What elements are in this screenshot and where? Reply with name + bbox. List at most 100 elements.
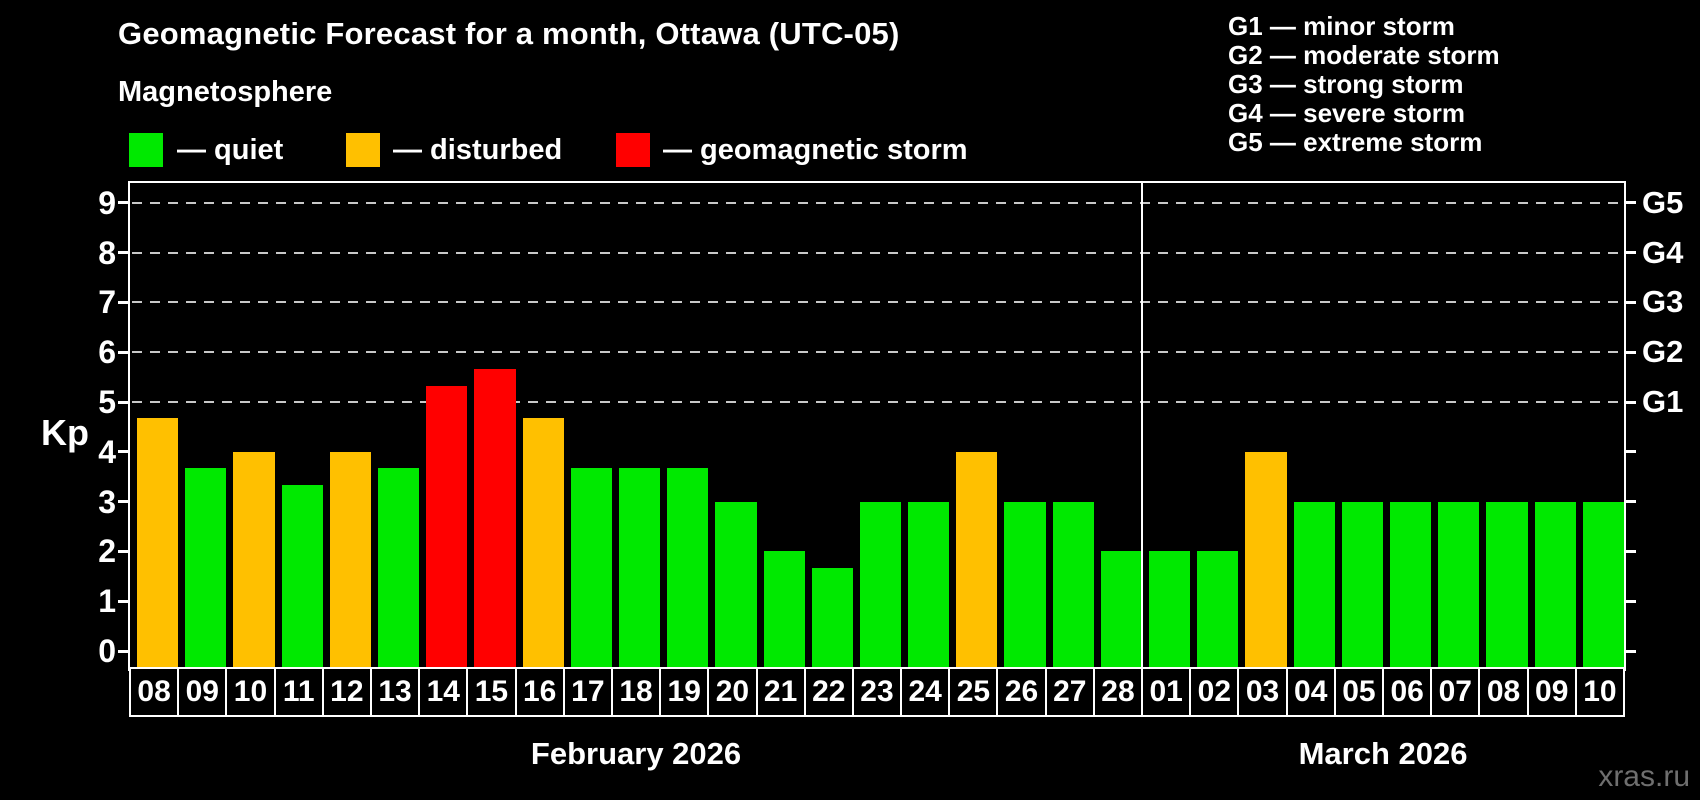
- day-label-march-08: 08: [1478, 667, 1529, 717]
- gridline-kp-5: [132, 401, 1622, 403]
- g-legend-line: G4 — severe storm: [1228, 98, 1466, 128]
- left-tick-8: [118, 251, 130, 255]
- day-label-march-07: 07: [1430, 667, 1481, 717]
- bar-february-10: [233, 451, 275, 667]
- day-label-february-15: 15: [466, 667, 517, 717]
- day-label-march-09: 09: [1526, 667, 1577, 717]
- bar-february-25: [956, 451, 998, 667]
- right-tick-5: [1624, 400, 1636, 404]
- y-tick-label-0: 0: [98, 633, 116, 669]
- bar-february-13: [377, 468, 420, 667]
- month-boundary-line: [1141, 183, 1144, 667]
- left-tick-9: [118, 201, 130, 205]
- bar-february-14: [426, 385, 468, 667]
- day-label-february-25: 25: [948, 667, 999, 717]
- y-tick-label-1: 1: [98, 583, 116, 620]
- g-label-g1: G1: [1642, 384, 1684, 419]
- day-label-february-11: 11: [273, 667, 324, 717]
- left-tick-4: [118, 450, 130, 454]
- left-tick-0: [118, 649, 130, 653]
- bar-february-20: [715, 501, 757, 667]
- quiet-legend-label: — quiet: [177, 134, 284, 166]
- bar-february-09: [185, 468, 227, 667]
- bar-february-23: [859, 501, 902, 667]
- day-label-march-06: 06: [1382, 667, 1433, 717]
- left-tick-3: [118, 500, 130, 504]
- bar-february-16: [522, 418, 564, 667]
- day-label-february-24: 24: [900, 667, 951, 717]
- bar-february-15: [474, 368, 516, 667]
- right-tick-1: [1624, 599, 1636, 603]
- g-scale-legend: G1 — minor storm G2 — moderate storm G3 — …: [1228, 12, 1500, 157]
- day-label-march-05: 05: [1333, 667, 1385, 717]
- bar-february-19: [667, 468, 709, 667]
- day-label-february-16: 16: [514, 667, 565, 717]
- kp-axis-title: Kp: [41, 412, 89, 453]
- magnetosphere-label: Magnetosphere: [118, 76, 333, 108]
- g-legend-line: G5 — extreme storm: [1228, 127, 1483, 157]
- day-label-february-26: 26: [996, 667, 1047, 717]
- bar-march-06: [1390, 501, 1432, 667]
- right-tick-8: [1624, 251, 1636, 255]
- day-label-february-28: 28: [1092, 667, 1144, 717]
- storm-legend-label: — geomagnetic storm: [663, 134, 968, 166]
- disturbed-swatch-icon: [346, 133, 380, 167]
- day-label-february-08: 08: [129, 667, 180, 717]
- day-label-february-21: 21: [755, 667, 806, 717]
- day-label-march-10: 10: [1574, 667, 1625, 717]
- page-title: Geomagnetic Forecast for a month, Ottawa…: [118, 16, 900, 51]
- day-label-february-12: 12: [321, 667, 372, 717]
- bar-february-08: [137, 418, 179, 667]
- g-label-g5: G5: [1642, 184, 1684, 220]
- day-label-february-13: 13: [369, 667, 421, 717]
- bar-february-26: [1004, 501, 1046, 667]
- month-label-march: March 2026: [1298, 736, 1468, 771]
- right-tick-6: [1624, 350, 1636, 354]
- bar-february-24: [908, 501, 950, 667]
- gridline-kp-8: [132, 251, 1622, 254]
- y-tick-label-8: 8: [98, 234, 116, 271]
- gridline-kp-9: [132, 201, 1622, 204]
- day-label-february-09: 09: [177, 667, 228, 717]
- bar-march-09: [1534, 501, 1576, 667]
- y-tick-label-3: 3: [98, 483, 116, 520]
- day-label-february-17: 17: [562, 667, 613, 717]
- day-label-february-20: 20: [707, 667, 758, 717]
- month-label-february: February 2026: [530, 736, 742, 771]
- bar-february-21: [763, 551, 805, 667]
- bar-march-07: [1438, 501, 1480, 667]
- day-label-march-01: 01: [1141, 667, 1192, 717]
- right-tick-9: [1624, 201, 1636, 205]
- y-tick-label-7: 7: [98, 284, 116, 321]
- disturbed-legend-label: — disturbed: [393, 134, 563, 166]
- right-tick-0: [1624, 649, 1636, 653]
- xras-watermark: xras.ru: [1598, 760, 1690, 793]
- day-label-february-10: 10: [225, 667, 276, 717]
- day-label-march-02: 02: [1189, 667, 1240, 717]
- bar-march-08: [1486, 501, 1528, 667]
- right-tick-7: [1624, 300, 1636, 304]
- storm-swatch-icon: [616, 133, 650, 167]
- right-tick-3: [1624, 500, 1636, 504]
- left-tick-2: [118, 549, 130, 553]
- right-tick-4: [1624, 450, 1636, 454]
- bar-march-05: [1341, 501, 1384, 667]
- bar-february-28: [1100, 551, 1143, 667]
- bar-february-11: [281, 485, 323, 667]
- day-label-february-23: 23: [851, 667, 903, 717]
- g-legend-line: G3 — strong storm: [1228, 69, 1464, 99]
- gridline-kp-6: [132, 351, 1622, 354]
- bar-march-02: [1197, 551, 1239, 667]
- y-tick-label-9: 9: [98, 184, 116, 221]
- bar-march-10: [1582, 501, 1624, 667]
- y-tick-label-6: 6: [98, 334, 116, 371]
- left-tick-6: [118, 350, 130, 354]
- y-tick-label-2: 2: [98, 533, 116, 570]
- day-label-february-18: 18: [610, 667, 662, 717]
- gridline-kp-7: [132, 301, 1622, 304]
- bar-february-18: [618, 468, 661, 667]
- g-label-g4: G4: [1642, 234, 1684, 270]
- day-label-february-14: 14: [418, 667, 469, 717]
- g-legend-line: G2 — moderate storm: [1228, 40, 1500, 70]
